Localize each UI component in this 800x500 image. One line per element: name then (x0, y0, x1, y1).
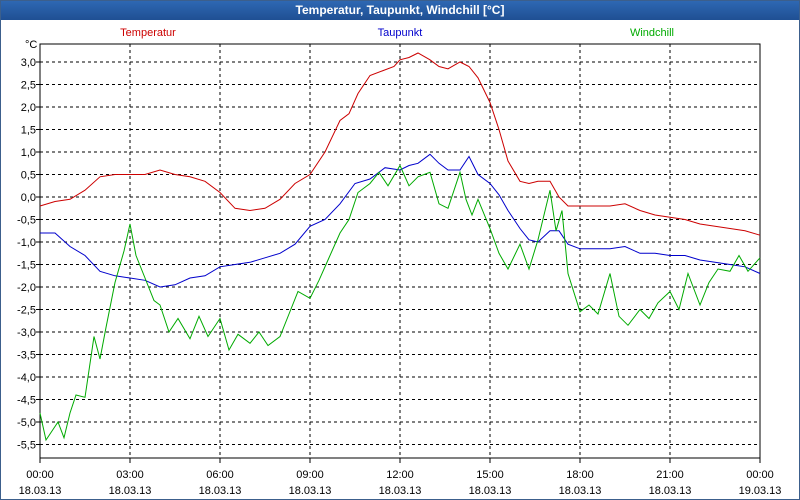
y-tick-label: -5,5 (17, 440, 36, 452)
legend: Temperatur Taupunkt Windchill (120, 27, 674, 39)
series-lines (39, 52, 761, 442)
y-tick-label: 3,0 (21, 57, 36, 69)
legend-item-taupunkt: Taupunkt (378, 27, 423, 39)
legend-item-temperatur: Temperatur (120, 27, 176, 39)
y-tick-label: -4,5 (17, 395, 36, 407)
y-tick-label: -4,0 (17, 372, 36, 384)
y-axis-unit: °C (25, 39, 37, 51)
x-tick-date: 18.03.13 (109, 485, 152, 497)
x-tick-time: 00:00 (26, 469, 54, 481)
y-tick-label: 2,0 (21, 102, 36, 114)
window-title: Temperatur, Taupunkt, Windchill [°C] (1, 1, 799, 20)
y-tick-label: -0,5 (17, 215, 36, 227)
series-line-temperatur (39, 52, 761, 236)
series-line-taupunkt (40, 153, 761, 288)
x-tick-date: 18.03.13 (559, 485, 602, 497)
series-line-windchill (39, 164, 761, 442)
x-axis-ticks: 00:00 18.03.13 03:00 18.03.13 06:00 18.03.13 0… (19, 458, 782, 497)
y-tick-label: 0,0 (21, 192, 36, 204)
x-tick-date: 18.03.13 (19, 485, 62, 497)
y-tick-label: -3,0 (17, 327, 36, 339)
x-tick-time: 21:00 (656, 469, 684, 481)
x-tick-time: 18:00 (566, 469, 594, 481)
x-tick-date: 18.03.13 (379, 485, 422, 497)
y-tick-label: 0,5 (21, 170, 36, 182)
y-tick-label: -2,5 (17, 305, 36, 317)
y-tick-label: -3,5 (17, 350, 36, 362)
x-tick-date: 18.03.13 (289, 485, 332, 497)
x-tick-date: 18.03.13 (199, 485, 242, 497)
grid-lines (40, 44, 760, 458)
legend-item-windchill: Windchill (630, 27, 674, 39)
x-tick-time: 03:00 (116, 469, 144, 481)
y-tick-label: -5,0 (17, 417, 36, 429)
x-tick-time: 15:00 (476, 469, 504, 481)
x-tick-time: 12:00 (386, 469, 414, 481)
y-tick-label: 2,5 (21, 80, 36, 92)
y-tick-label: -1,0 (17, 237, 36, 249)
y-tick-label: 1,0 (21, 147, 36, 159)
x-tick-time: 06:00 (206, 469, 234, 481)
y-axis-ticks: 3,0 2,5 2,0 1,5 1,0 0,5 0,0 -0,5 -1,0 -1,5 -2,0 -2,… (17, 57, 40, 452)
y-tick-label: 1,5 (21, 125, 36, 137)
x-tick-date: 18.03.13 (649, 485, 692, 497)
x-tick-date: 18.03.13 (469, 485, 512, 497)
x-tick-time: 00:00 (746, 469, 774, 481)
y-tick-label: -1,5 (17, 260, 36, 272)
y-tick-label: -2,0 (17, 282, 36, 294)
x-tick-date: 19.03.13 (739, 485, 782, 497)
x-tick-time: 09:00 (296, 469, 324, 481)
